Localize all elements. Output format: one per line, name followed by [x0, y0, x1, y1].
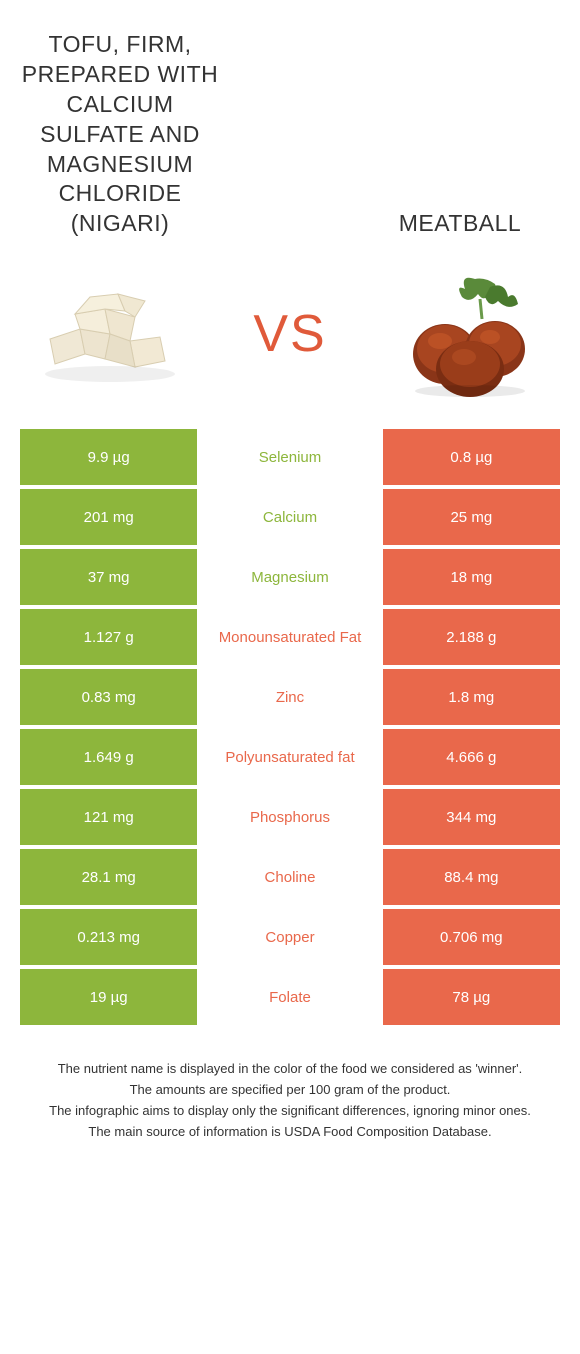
value-right: 88.4 mg: [383, 849, 560, 905]
value-right: 1.8 mg: [383, 669, 560, 725]
footer-line: The nutrient name is displayed in the co…: [20, 1059, 560, 1080]
food-left-title: Tofu, firm, prepared with calcium sulfat…: [20, 30, 220, 239]
value-right: 0.706 mg: [383, 909, 560, 965]
nutrient-name: Zinc: [197, 669, 382, 725]
nutrient-row: 9.9 µgSelenium0.8 µg: [20, 429, 560, 485]
footer-line: The infographic aims to display only the…: [20, 1101, 560, 1122]
header: Tofu, firm, prepared with calcium sulfat…: [0, 0, 580, 259]
nutrient-name: Phosphorus: [197, 789, 382, 845]
value-left: 1.127 g: [20, 609, 197, 665]
nutrient-name: Selenium: [197, 429, 382, 485]
nutrient-name: Copper: [197, 909, 382, 965]
value-right: 4.666 g: [383, 729, 560, 785]
meatball-image: [390, 269, 550, 399]
value-left: 9.9 µg: [20, 429, 197, 485]
nutrient-row: 37 mgMagnesium18 mg: [20, 549, 560, 605]
value-right: 78 µg: [383, 969, 560, 1025]
nutrient-name: Magnesium: [197, 549, 382, 605]
nutrient-row: 28.1 mgCholine88.4 mg: [20, 849, 560, 905]
nutrient-name: Folate: [197, 969, 382, 1025]
nutrient-row: 201 mgCalcium25 mg: [20, 489, 560, 545]
food-right-title: Meatball: [360, 209, 560, 239]
nutrient-row: 0.83 mgZinc1.8 mg: [20, 669, 560, 725]
footer-notes: The nutrient name is displayed in the co…: [0, 1029, 580, 1182]
nutrient-name: Monounsaturated Fat: [197, 609, 382, 665]
value-left: 19 µg: [20, 969, 197, 1025]
value-left: 1.649 g: [20, 729, 197, 785]
nutrient-row: 1.127 gMonounsaturated Fat2.188 g: [20, 609, 560, 665]
images-row: VS: [0, 259, 580, 429]
value-left: 0.213 mg: [20, 909, 197, 965]
value-left: 0.83 mg: [20, 669, 197, 725]
nutrient-row: 1.649 gPolyunsaturated fat4.666 g: [20, 729, 560, 785]
value-right: 344 mg: [383, 789, 560, 845]
value-left: 201 mg: [20, 489, 197, 545]
value-right: 25 mg: [383, 489, 560, 545]
nutrient-row: 19 µgFolate78 µg: [20, 969, 560, 1025]
value-right: 0.8 µg: [383, 429, 560, 485]
footer-line: The amounts are specified per 100 gram o…: [20, 1080, 560, 1101]
nutrient-name: Calcium: [197, 489, 382, 545]
value-right: 18 mg: [383, 549, 560, 605]
nutrient-row: 121 mgPhosphorus344 mg: [20, 789, 560, 845]
nutrient-name: Polyunsaturated fat: [197, 729, 382, 785]
footer-line: The main source of information is USDA F…: [20, 1122, 560, 1143]
value-left: 121 mg: [20, 789, 197, 845]
tofu-image: [30, 269, 190, 399]
nutrient-name: Choline: [197, 849, 382, 905]
value-right: 2.188 g: [383, 609, 560, 665]
nutrient-row: 0.213 mgCopper0.706 mg: [20, 909, 560, 965]
value-left: 37 mg: [20, 549, 197, 605]
nutrient-table: 9.9 µgSelenium0.8 µg201 mgCalcium25 mg37…: [0, 429, 580, 1025]
vs-label: VS: [253, 304, 326, 364]
value-left: 28.1 mg: [20, 849, 197, 905]
